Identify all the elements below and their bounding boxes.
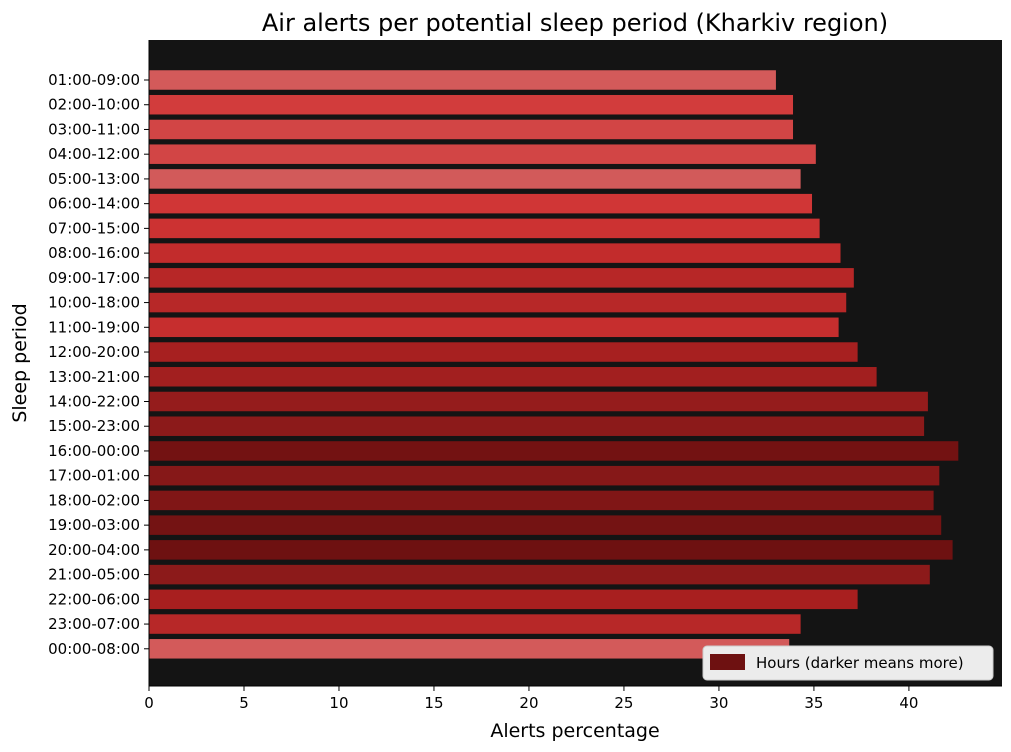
x-tick-label: 10: [329, 694, 348, 712]
y-tick-label: 16:00-00:00: [48, 442, 140, 460]
legend-swatch: [710, 654, 745, 670]
x-tick-label: 5: [239, 694, 249, 712]
bar: [149, 342, 858, 362]
bar: [149, 564, 930, 585]
y-tick-label: 08:00-16:00: [48, 244, 140, 262]
bar: [149, 589, 858, 610]
y-tick-label: 01:00-09:00: [48, 71, 140, 89]
y-tick-label: 00:00-08:00: [48, 640, 140, 658]
bar: [149, 391, 928, 412]
bar: [149, 94, 794, 115]
y-tick-label: 02:00-10:00: [48, 96, 140, 114]
bar: [149, 416, 925, 436]
y-tick-label: 18:00-02:00: [48, 491, 140, 509]
y-axis-ticks: 01:00-09:00 02:00-10:00 03:00-11:00 04:00-1…: [48, 71, 149, 658]
bars: [149, 70, 959, 659]
y-tick-label: 14:00-22:00: [48, 392, 140, 410]
x-axis-label: Alerts percentage: [490, 720, 659, 742]
bar: [149, 639, 790, 659]
y-tick-label: 04:00-12:00: [48, 145, 140, 163]
legend-box: [702, 645, 994, 681]
x-tick-label: 30: [709, 694, 728, 712]
y-tick-label: 12:00-20:00: [48, 343, 140, 361]
y-tick-label: 10:00-18:00: [48, 294, 140, 312]
x-tick-label: 15: [424, 694, 443, 712]
legend: Hours (darker means more): [702, 645, 994, 681]
x-tick-label: 20: [519, 694, 538, 712]
y-tick-label: 22:00-06:00: [48, 590, 140, 608]
bar: [149, 169, 801, 189]
bar: [149, 540, 953, 560]
y-tick-label: 05:00-13:00: [48, 170, 140, 188]
y-tick-label: 21:00-05:00: [48, 566, 140, 584]
x-axis-ticks: 0 5 10 15 20 25 30 35 40: [144, 686, 918, 712]
x-tick-label: 25: [614, 694, 633, 712]
y-tick-label: 17:00-01:00: [48, 467, 140, 485]
bar: [149, 441, 959, 461]
bar: [149, 367, 877, 387]
y-tick-label: 23:00-07:00: [48, 615, 140, 633]
bar: [149, 119, 794, 140]
y-tick-label: 07:00-15:00: [48, 219, 140, 237]
y-tick-label: 20:00-04:00: [48, 541, 140, 559]
y-axis-label: Sleep period: [9, 303, 31, 422]
chart-title: Air alerts per potential sleep period (K…: [262, 9, 888, 37]
y-tick-label: 11:00-19:00: [48, 318, 140, 336]
bar: [149, 614, 801, 634]
x-tick-label: 0: [144, 694, 154, 712]
y-tick-label: 06:00-14:00: [48, 195, 140, 213]
bar: [149, 490, 934, 511]
bar: [149, 243, 841, 263]
bar: [149, 268, 854, 288]
bar: [149, 193, 813, 214]
bar: [149, 292, 847, 313]
legend-label: Hours (darker means more): [756, 654, 964, 672]
x-tick-label: 40: [899, 694, 918, 712]
y-tick-label: 15:00-23:00: [48, 417, 140, 435]
y-tick-label: 09:00-17:00: [48, 269, 140, 287]
bar: [149, 70, 776, 90]
y-tick-label: 03:00-11:00: [48, 120, 140, 138]
bar: [149, 515, 942, 535]
y-tick-label: 13:00-21:00: [48, 368, 140, 386]
bar: [149, 218, 820, 239]
x-tick-label: 35: [804, 694, 823, 712]
y-tick-label: 19:00-03:00: [48, 516, 140, 534]
bar: [149, 465, 940, 486]
bar: [149, 317, 839, 338]
bar: [149, 144, 816, 164]
